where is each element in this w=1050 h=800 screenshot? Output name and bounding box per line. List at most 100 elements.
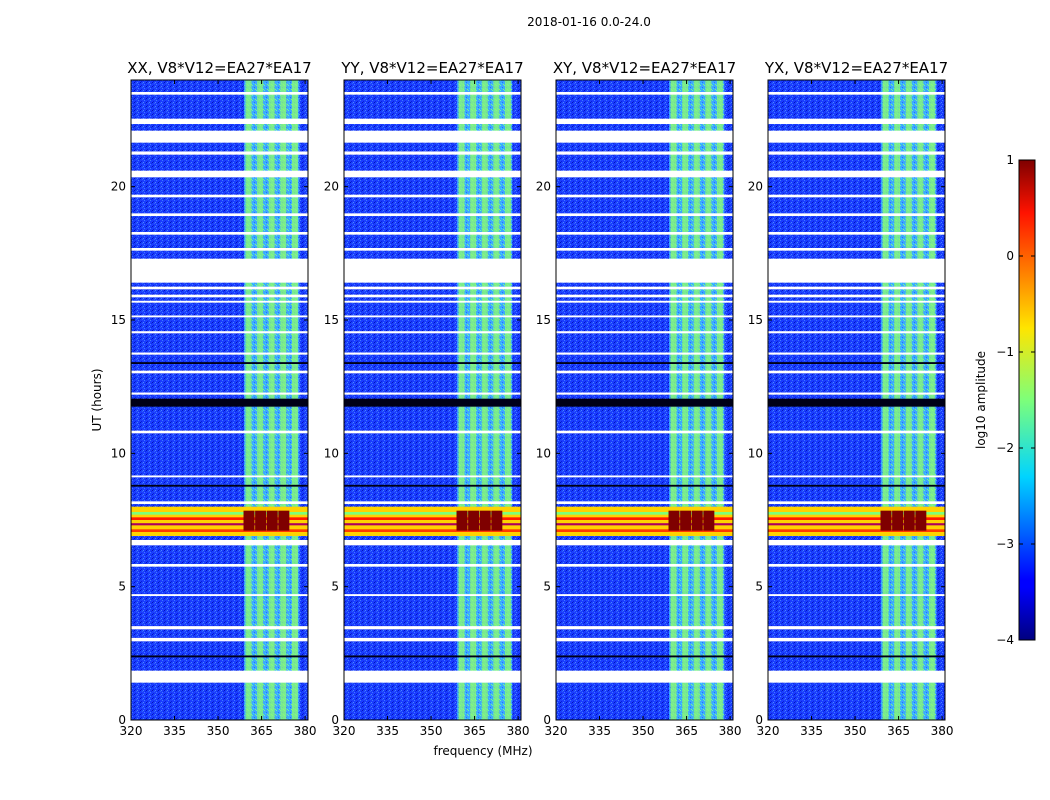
- x-tick-label: 350: [207, 724, 230, 738]
- flagged-row: [768, 430, 945, 434]
- flagged-row: [556, 248, 733, 251]
- rfi-stripe: [131, 517, 308, 520]
- flagged-row: [556, 118, 733, 124]
- dark-row: [768, 398, 945, 407]
- flagged-row: [556, 151, 733, 155]
- dark-row: [556, 398, 733, 407]
- flagged-row: [768, 300, 945, 303]
- rfi-saturated-block: [903, 510, 915, 531]
- flagged-row: [344, 213, 521, 216]
- flagged-row: [556, 130, 733, 143]
- panel-3: XY, V8*V12=EA27*EA17 320 335 350 365 380 0 5 10 1…: [536, 59, 742, 738]
- rfi-saturated-block: [703, 510, 715, 531]
- dark-row: [131, 398, 308, 407]
- flagged-row: [768, 475, 945, 478]
- panel-title: YY, V8*V12=EA27*EA17: [340, 59, 523, 77]
- rfi-stripe: [768, 512, 945, 515]
- flagged-row: [131, 352, 308, 355]
- x-tick-label: 380: [931, 724, 954, 738]
- flagged-row: [556, 286, 733, 290]
- flagged-row: [768, 258, 945, 283]
- flagged-row: [131, 300, 308, 303]
- colorbar-tick-label: 0: [1006, 249, 1014, 263]
- flagged-row: [344, 594, 521, 596]
- flagged-row: [768, 594, 945, 596]
- y-tick-label: 0: [755, 713, 763, 727]
- flagged-row: [344, 564, 521, 567]
- flagged-row: [556, 170, 733, 178]
- flagged-row: [556, 626, 733, 630]
- flagged-row: [344, 331, 521, 334]
- figure-suptitle: 2018-01-16 0.0-24.0: [527, 15, 651, 29]
- flagged-row: [768, 331, 945, 334]
- flagged-row: [131, 248, 308, 251]
- flagged-row: [768, 540, 945, 546]
- colorbar-label: log10 amplitude: [974, 351, 988, 449]
- flagged-row: [131, 170, 308, 178]
- flagged-row: [556, 300, 733, 303]
- flagged-row: [131, 564, 308, 567]
- rfi-stripe: [344, 529, 521, 532]
- y-tick-label: 5: [118, 580, 126, 594]
- y-tick-label: 20: [324, 180, 339, 194]
- flagged-row: [131, 430, 308, 434]
- panel-frame: [343, 79, 522, 721]
- rfi-saturated-block: [691, 510, 703, 531]
- rfi-saturated-block: [668, 510, 680, 531]
- flagged-row: [131, 258, 308, 283]
- flagged-row: [344, 300, 521, 303]
- rfi-stripe: [131, 512, 308, 515]
- colorbar-tick-label: −1: [996, 345, 1014, 359]
- rfi-saturated-block: [456, 510, 468, 531]
- flagged-row: [768, 370, 945, 374]
- colorbar-tick-label: 1: [1006, 153, 1014, 167]
- dark-row: [556, 484, 733, 487]
- flagged-row: [556, 540, 733, 546]
- x-tick-label: 380: [507, 724, 530, 738]
- rfi-stripe: [768, 517, 945, 520]
- flagged-row: [344, 540, 521, 546]
- rfi-stripe: [344, 517, 521, 520]
- flagged-row: [768, 626, 945, 630]
- x-tick-label: 335: [376, 724, 399, 738]
- flagged-row: [131, 130, 308, 143]
- rfi-stripe: [131, 523, 308, 526]
- rfi-saturated-block: [278, 510, 290, 531]
- panel-frame: [555, 79, 734, 721]
- x-tick-label: 320: [757, 724, 780, 738]
- flagged-row: [556, 564, 733, 567]
- flagged-row: [131, 232, 308, 235]
- flagged-row: [344, 315, 521, 318]
- flagged-row: [344, 232, 521, 235]
- x-tick-label: 365: [250, 724, 273, 738]
- flagged-row: [556, 594, 733, 596]
- flagged-row: [344, 151, 521, 155]
- rfi-saturated-block: [491, 510, 503, 531]
- x-tick-label: 380: [719, 724, 742, 738]
- flagged-row: [768, 501, 945, 504]
- y-tick-label: 5: [543, 580, 551, 594]
- flagged-row: [344, 670, 521, 683]
- flagged-row: [131, 118, 308, 124]
- flagged-row: [556, 92, 733, 95]
- flagged-row: [556, 670, 733, 683]
- flagged-row: [344, 637, 521, 642]
- y-tick-label: 10: [748, 446, 763, 460]
- rfi-saturated-block: [880, 510, 892, 531]
- flagged-row: [344, 130, 521, 143]
- x-tick-label: 350: [844, 724, 867, 738]
- flagged-row: [556, 352, 733, 355]
- flagged-row: [556, 294, 733, 298]
- y-tick-label: 20: [536, 180, 551, 194]
- flagged-row: [131, 670, 308, 683]
- flagged-row: [131, 151, 308, 155]
- flagged-row: [768, 130, 945, 143]
- rfi-stripe: [768, 523, 945, 526]
- flagged-row: [131, 475, 308, 478]
- flagged-row: [344, 626, 521, 630]
- rfi-saturated-block: [243, 510, 255, 531]
- panels-group: XX, V8*V12=EA27*EA17 320 335 350 365 380 0 5 10 1…: [111, 59, 954, 738]
- rfi-saturated-block: [266, 510, 278, 531]
- dark-row: [556, 362, 733, 364]
- panel-4: YX, V8*V12=EA27*EA17 320 335 350 365 380 0 5 10 1…: [748, 59, 954, 738]
